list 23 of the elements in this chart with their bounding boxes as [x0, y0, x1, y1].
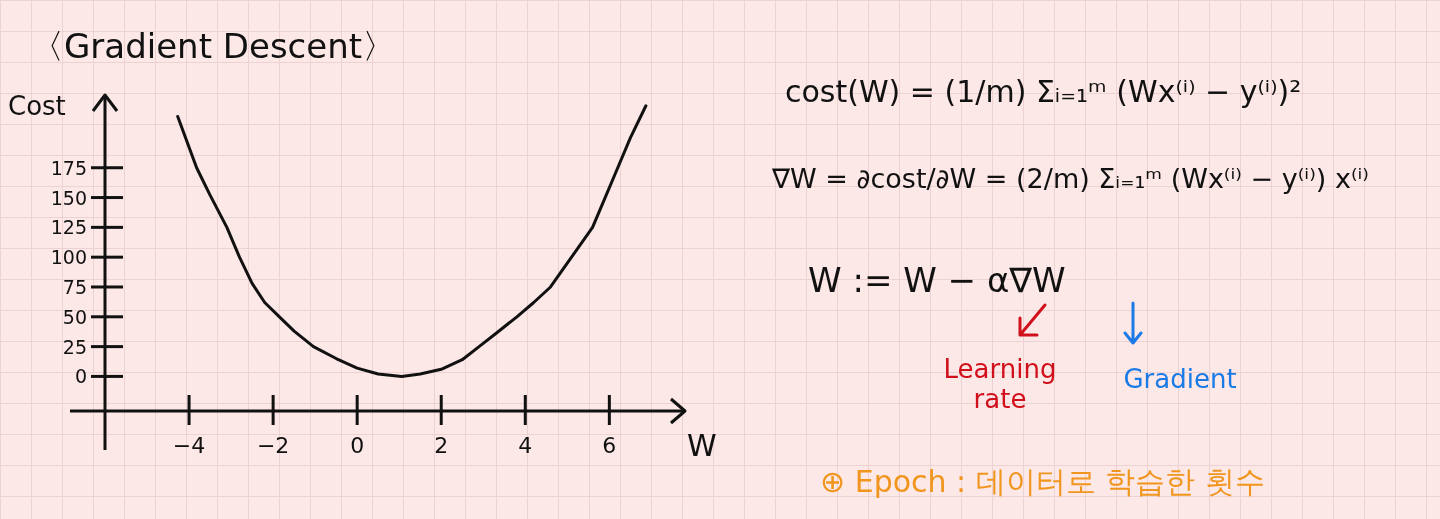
y-tick-label: 75: [62, 275, 87, 298]
xlabel: W: [687, 428, 717, 463]
x-tick-label: 6: [602, 433, 617, 458]
x-tick-label: −4: [172, 433, 206, 458]
y-tick-label: 100: [50, 246, 87, 269]
ylabel: Cost: [8, 91, 66, 121]
y-tick-label: 150: [50, 186, 87, 209]
x-tick-label: 4: [518, 433, 533, 458]
y-tick-label: 50: [62, 305, 87, 328]
y-tick-label: 0: [74, 365, 87, 388]
annotation: cost(W) = (1/m) Σᵢ₌₁ᵐ (Wx⁽ⁱ⁾ − y⁽ⁱ⁾)²: [785, 74, 1302, 109]
x-tick-label: −2: [256, 433, 290, 458]
x-tick-label: 2: [434, 433, 449, 458]
y-tick-label: 125: [50, 216, 87, 239]
annotation: ∇W = ∂cost/∂W = (2/m) Σᵢ₌₁ᵐ (Wx⁽ⁱ⁾ − y⁽ⁱ⁾) x⁽ⁱ⁾: [772, 163, 1369, 194]
y-tick-label: 25: [62, 335, 87, 358]
annotation: Gradient: [1123, 364, 1237, 394]
annotation: ⊕ Epoch : 데이터로 학습한 횟수: [820, 464, 1265, 499]
annotation: Learning rate: [943, 354, 1057, 414]
x-tick-label: 0: [350, 433, 365, 458]
annotation: W := W − α∇W: [808, 260, 1066, 300]
y-tick-label: 175: [50, 156, 87, 179]
title: 〈Gradient Descent〉: [30, 26, 397, 66]
